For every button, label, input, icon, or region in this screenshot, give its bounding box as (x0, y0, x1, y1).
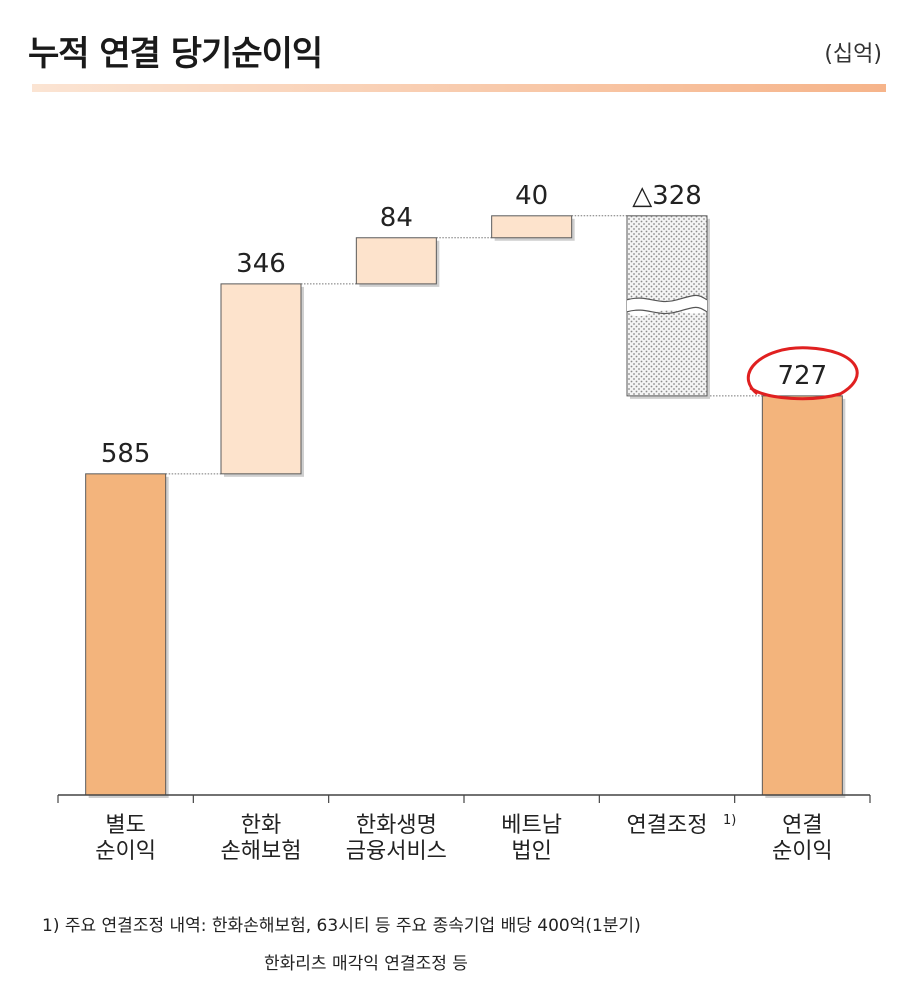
footnote-line-2: 한화리츠 매각익 연결조정 등 (264, 954, 468, 974)
category-label: 순이익 (772, 839, 833, 864)
footnote: 1) 주요 연결조정 내역: 한화손해보험, 63시티 등 주요 종속기업 배당… (42, 916, 641, 973)
bar (220, 283, 302, 475)
title-rule (32, 84, 886, 92)
data-label: 727 (778, 361, 828, 391)
bar (85, 473, 167, 796)
category-label: 손해보험 (221, 839, 302, 864)
category-label: 한화 (241, 813, 281, 838)
footnote-line-1: 1) 주요 연결조정 내역: 한화손해보험, 63시티 등 주요 종속기업 배당… (42, 916, 641, 936)
bar (491, 215, 573, 239)
data-label: 40 (515, 181, 548, 211)
bar (355, 237, 437, 285)
footnote-marker: 1) (723, 813, 736, 828)
data-label: 346 (236, 249, 286, 279)
data-label: 585 (101, 439, 151, 469)
highlight-circle (746, 346, 859, 401)
category-label: 베트남 (501, 813, 562, 838)
category-label: 한화생명 (356, 813, 437, 838)
break-mark (626, 306, 708, 315)
category-label: 법인 (511, 839, 551, 864)
category-label: 연결 (782, 813, 822, 838)
bar (761, 395, 843, 796)
page-title: 누적 연결 당기순이익 (28, 34, 323, 74)
data-label: △328 (632, 181, 702, 211)
category-label: 금융서비스 (346, 839, 447, 864)
data-label: 84 (380, 203, 413, 233)
category-label: 연결조정 (627, 813, 708, 838)
unit-label: (십억) (824, 42, 882, 67)
break-mark (626, 294, 708, 303)
category-label: 순이익 (95, 839, 156, 864)
category-label: 별도 (105, 813, 145, 838)
